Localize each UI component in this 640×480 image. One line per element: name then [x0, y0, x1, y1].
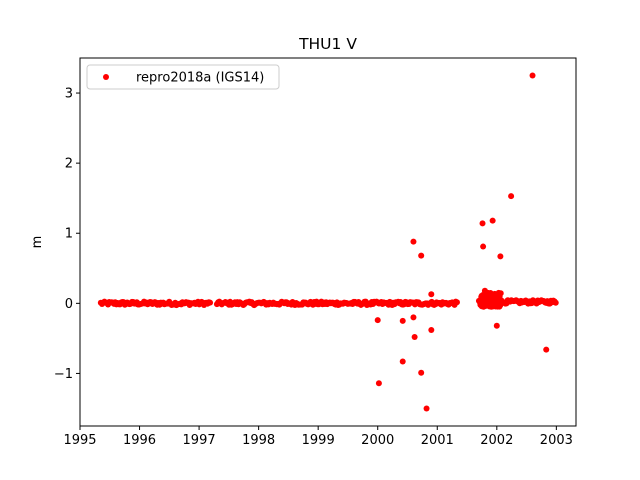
data-point [410, 238, 417, 245]
data-point [410, 314, 417, 321]
data-point [375, 380, 382, 387]
y-tick-label: 3 [65, 87, 73, 102]
x-tick-label: 2002 [480, 433, 513, 448]
data-point [207, 299, 214, 306]
data-point [399, 317, 406, 324]
data-point [493, 322, 500, 329]
legend-label: repro2018a (IGS14) [136, 71, 264, 86]
data-point [428, 291, 435, 298]
legend-marker [103, 74, 109, 80]
data-point [477, 299, 484, 306]
data-point [411, 333, 418, 340]
legend: repro2018a (IGS14) [86, 64, 280, 90]
y-tick-label: 2 [65, 157, 73, 172]
x-tick-label: 1998 [242, 433, 275, 448]
y-tick-label: −1 [54, 367, 73, 382]
data-point [480, 294, 487, 301]
x-tick-label: 2003 [540, 433, 573, 448]
y-tick-label: 1 [65, 227, 73, 242]
data-point [428, 326, 435, 333]
axes-frame [79, 57, 577, 427]
data-point [483, 302, 490, 309]
data-point [489, 217, 496, 224]
data-point [479, 220, 486, 227]
x-tick-label: 1997 [183, 433, 216, 448]
data-point [497, 302, 504, 309]
data-point [529, 72, 536, 79]
data-point [418, 252, 425, 259]
data-point [486, 297, 493, 304]
data-point [552, 299, 559, 306]
data-point [484, 289, 491, 296]
y-axis-label: m [30, 236, 45, 249]
y-tick-label: 0 [65, 297, 73, 312]
data-point [497, 290, 504, 297]
data-point [480, 243, 487, 250]
legend-box [86, 64, 280, 90]
chart-title: THU1 V [298, 35, 357, 53]
x-tick-label: 1999 [302, 433, 335, 448]
x-tick-label: 2000 [361, 433, 394, 448]
x-tick-label: 1995 [63, 433, 96, 448]
x-tick-label: 2001 [421, 433, 454, 448]
data-point [399, 358, 406, 365]
series-markers [97, 72, 559, 412]
data-point [497, 253, 504, 260]
data-point [508, 193, 515, 200]
plot-area: 1995 1996 1997 1998 1999 2000 2001 2002 2003 −1 0 1… [54, 57, 577, 448]
data-point [543, 346, 550, 353]
data-point [374, 317, 381, 324]
data-point [423, 405, 430, 412]
data-point [418, 369, 425, 376]
data-point [453, 299, 460, 306]
x-tick-label: 1996 [123, 433, 156, 448]
